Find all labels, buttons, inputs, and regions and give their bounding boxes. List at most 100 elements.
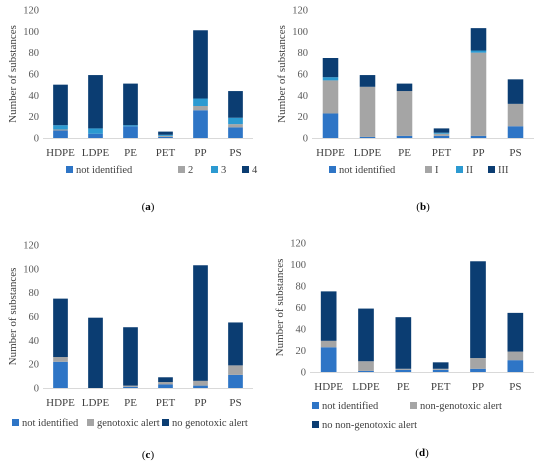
bar-ps-0 — [507, 360, 524, 372]
bar-hdpe-2 — [53, 298, 68, 358]
bar-ps-1 — [507, 351, 524, 361]
bar-pe-0 — [123, 386, 138, 388]
legend-swatch — [456, 166, 463, 173]
y-axis-title: Number of substances — [274, 259, 286, 357]
bar-pe-0 — [395, 369, 412, 372]
panel-label: (d) — [415, 447, 429, 459]
bar-hdpe-3 — [53, 84, 68, 126]
bar-hdpe-1 — [53, 129, 68, 131]
bar-pet-1 — [158, 382, 173, 385]
legend-label: not identified — [339, 165, 396, 176]
legend-label: 4 — [252, 165, 258, 176]
legend-swatch — [312, 421, 319, 428]
y-tick-label: 0 — [303, 134, 308, 145]
bar-hdpe-0 — [53, 361, 68, 388]
y-tick-label: 80 — [29, 48, 40, 59]
bar-ps-1 — [228, 124, 243, 128]
y-tick-label: 60 — [298, 70, 309, 81]
bar-pet-1 — [158, 135, 173, 137]
bar-pp-1 — [470, 358, 486, 369]
legend-label: 2 — [188, 165, 193, 176]
y-tick-label: 80 — [29, 288, 40, 299]
legend-swatch — [425, 166, 432, 173]
bar-pe-1 — [395, 368, 412, 370]
bar-pet-2 — [158, 377, 173, 383]
bar-pp-1 — [470, 52, 487, 136]
legend-label: no non-genotoxic alert — [322, 420, 417, 431]
bar-pe-2 — [123, 327, 138, 386]
bar-pe-1 — [123, 385, 138, 387]
bar-hdpe-1 — [320, 340, 337, 348]
bar-ldpe-0 — [88, 133, 103, 138]
x-tick-label: PET — [156, 397, 176, 409]
bar-pet-2 — [158, 134, 173, 136]
x-tick-label: PP — [472, 381, 484, 393]
bar-pet-0 — [433, 135, 450, 138]
bar-ps-0 — [228, 374, 243, 388]
x-tick-label: PET — [431, 381, 451, 393]
bar-pp-2 — [470, 50, 487, 53]
bar-hdpe-2 — [53, 125, 68, 130]
bar-ldpe-3 — [359, 75, 376, 87]
legend-label: 3 — [221, 165, 226, 176]
legend-label: genotoxic alert — [97, 418, 160, 429]
bar-ps-2 — [507, 312, 524, 352]
bar-ldpe-0 — [358, 370, 374, 372]
bar-pp-3 — [470, 28, 487, 51]
x-tick-label: PP — [472, 147, 484, 159]
legend-label: no genotoxic alert — [172, 418, 248, 429]
legend-label: I — [435, 165, 439, 176]
legend-label: III — [498, 165, 509, 176]
bar-hdpe-2 — [320, 291, 337, 341]
x-tick-label: PE — [124, 397, 137, 409]
bar-pet-0 — [158, 136, 173, 138]
legend-swatch — [488, 166, 495, 173]
x-tick-label: PE — [398, 147, 411, 159]
x-tick-label: LDPE — [82, 397, 110, 409]
bar-ps-1 — [228, 365, 243, 375]
bar-pe-0 — [396, 135, 413, 138]
x-tick-label: PE — [397, 381, 410, 393]
y-tick-label: 20 — [298, 112, 309, 123]
legend-swatch — [312, 402, 319, 409]
y-tick-label: 100 — [292, 27, 308, 38]
y-tick-label: 0 — [301, 368, 306, 379]
y-axis-title: Number of substances — [276, 25, 288, 123]
y-tick-label: 40 — [29, 336, 40, 347]
bar-ps-0 — [507, 126, 524, 138]
x-tick-label: LDPE — [354, 147, 382, 159]
legend-label: not identified — [22, 418, 79, 429]
y-tick-label: 100 — [23, 264, 39, 275]
y-tick-label: 0 — [34, 134, 39, 145]
x-tick-label: HDPE — [316, 147, 345, 159]
bar-hdpe-1 — [322, 80, 339, 114]
x-tick-label: HDPE — [46, 147, 75, 159]
legend-swatch — [87, 419, 94, 426]
bar-ldpe-2 — [88, 317, 103, 388]
legend-label: non-genotoxic alert — [420, 401, 502, 412]
x-tick-label: HDPE — [314, 381, 343, 393]
x-tick-label: PET — [432, 147, 452, 159]
bar-pp-0 — [193, 385, 208, 388]
bar-pe-3 — [123, 83, 138, 126]
y-tick-label: 0 — [34, 384, 39, 395]
bar-hdpe-1 — [53, 357, 68, 362]
bar-pp-0 — [470, 368, 486, 372]
bar-ldpe-0 — [359, 136, 376, 138]
legend-swatch — [410, 402, 417, 409]
bar-hdpe-0 — [322, 113, 339, 138]
bar-pe-0 — [123, 126, 138, 138]
x-tick-label: PS — [229, 397, 241, 409]
x-tick-label: PS — [509, 381, 521, 393]
bar-ps-1 — [507, 103, 524, 127]
x-tick-label: PS — [509, 147, 521, 159]
y-tick-label: 80 — [296, 282, 307, 293]
y-axis-title: Number of substances — [7, 268, 19, 366]
legend-label: not identified — [76, 165, 133, 176]
bar-ldpe-3 — [88, 75, 103, 129]
bar-hdpe-0 — [53, 130, 68, 138]
y-tick-label: 120 — [23, 241, 39, 252]
bar-pet-2 — [433, 132, 450, 134]
bar-pp-2 — [193, 98, 208, 106]
